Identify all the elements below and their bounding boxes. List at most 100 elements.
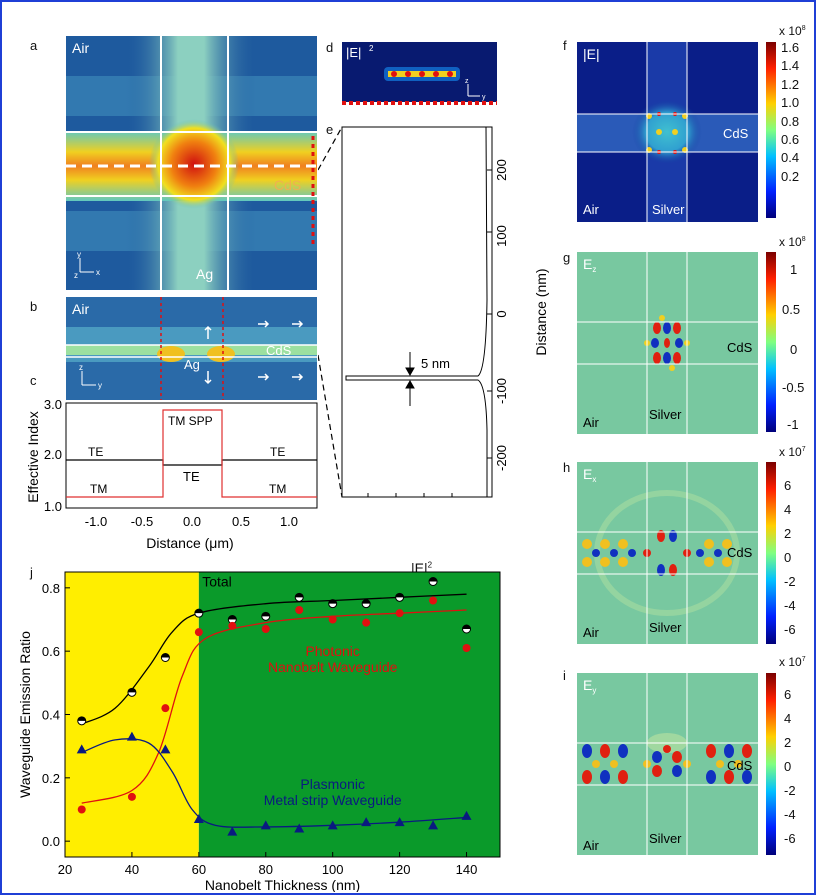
panel-g-letter: g [563,250,571,265]
svg-text:z: z [465,78,469,85]
panel-f-letter: f [563,38,567,53]
chart-region-1 [198,572,500,857]
svg-text:2: 2 [369,44,374,53]
data-point-series-1 [429,596,438,605]
panel-f-fieldmap: |E| Air Silver CdS [577,42,758,222]
panel-b-fieldmap: Air CdS Ag z y [66,297,317,400]
panel-a-fieldmap: Air CdS Ag y x z [66,36,317,290]
x-tick-label: 40 [125,862,139,877]
data-point-series-1 [462,644,471,652]
data-point-series-0-fill [228,615,237,620]
panel-i-air: Air [583,838,600,853]
data-point-series-2 [193,814,204,823]
panel-d-title: |E| [346,45,361,60]
svg-text:z: z [74,271,78,280]
panel-i-fieldmap: Ey Air Silver CdS [577,673,758,855]
c-xtick-0: 0.0 [183,514,201,529]
data-point-series-2 [260,820,271,830]
x-tick-label: 100 [322,862,344,877]
e-ytick-0: 0 [494,310,509,317]
h-cb-exp: x 107 [779,445,806,459]
panel-f-title: |E| [583,46,600,62]
panel-g-title: Ez [583,256,596,274]
c-xtick-05: 0.5 [232,514,250,529]
g-cb-tick-n1: -1 [787,417,799,432]
chart-ylabel: Waveguide Emission Ratio [17,631,33,798]
panel-i-letter: i [563,668,566,683]
panel-e-letter: e [326,122,334,137]
panel-h-colorbar [766,462,776,644]
panel-d-letter: d [326,40,334,55]
panel-f-colorbar [766,42,776,218]
annotation-plasmonic-2: Metal strip Waveguide [264,792,402,808]
panel-i-title: Ey [583,677,596,695]
te-curve [66,459,317,466]
g-cb-exp: x 108 [779,235,806,249]
tm-curve [66,409,317,498]
svg-text:y: y [98,381,102,390]
panel-b-axes-icon: z y [79,363,102,390]
e-ytick-200: 200 [494,159,509,181]
annotation-total: Total [202,573,232,589]
panel-h-air: Air [583,625,600,640]
panel-a-air: Air [72,40,89,56]
c-xtick-1: 1.0 [280,514,298,529]
panel-b-air: Air [72,301,89,317]
data-point-series-2 [160,744,171,754]
data-point-series-0-fill [295,593,304,598]
data-point-series-2 [461,810,472,820]
data-point-series-2 [294,823,305,833]
c-ytick-1: 1.0 [44,499,62,514]
panel-g-fieldmap: Ez Air Silver CdS [577,252,758,434]
panel-h-fieldmap: Ex Air Silver CdS [577,462,758,644]
panel-i-colorbar [766,673,776,855]
annotation-photonic-1: Photonic [305,643,359,659]
e-annotation: 5 nm [421,356,450,371]
svg-text:y: y [482,94,486,101]
panel-a-cds: CdS [274,177,301,193]
c-xtick-n05: -0.5 [131,514,153,529]
label-tm-right: TM [269,482,286,496]
g-cb-tick-1: 1 [790,262,798,277]
chart-xlabel: Nanobelt Thickness (nm) [205,877,360,892]
data-point-series-1 [228,621,237,630]
svg-text:y: y [77,250,81,259]
chart-region-0 [65,572,199,857]
data-point-series-1 [194,628,203,637]
data-point-series-2 [76,744,87,754]
x-tick-label: 60 [192,862,206,877]
panel-b-cds: CdS [266,343,292,358]
i-cb-exp: x 107 [779,655,806,669]
x-tick-label: 120 [389,862,411,877]
panel-h-cds: CdS [727,545,753,560]
zoom-dash-top [318,126,343,171]
label-te-center: TE [183,469,200,484]
panel-g-silver: Silver [649,407,682,422]
panel-f-cds: CdS [723,126,749,141]
data-point-series-2 [361,817,372,827]
e-ylabel: Distance (nm) [533,268,549,355]
panel-b-arrows [204,320,304,385]
data-point-series-2 [394,817,405,827]
data-point-series-0-fill [194,609,203,614]
label-tm-left: TM [90,482,107,496]
panel-f-air: Air [583,202,600,217]
data-point-series-1 [161,704,170,713]
data-point-series-0-fill [261,612,270,617]
data-point-series-0-fill [429,577,438,582]
e-gap-arrows [405,352,415,406]
g-cb-tick-0: 0 [790,342,798,357]
panel-i-cds: CdS [727,758,753,773]
panel-g-air: Air [583,415,600,430]
y-tick-label: 0.0 [42,834,60,849]
label-te-left: TE [88,445,103,459]
label-tm-spp: TM SPP [168,414,213,428]
panel-a-letter: a [30,38,38,53]
panel-c-letter: c [30,373,37,388]
g-cb-tick-05: 0.5 [782,302,801,317]
data-point-series-1 [127,792,136,801]
data-point-series-2 [227,826,238,836]
annotation-photonic-2: Nanobelt Waveguide [268,659,398,675]
y-tick-label: 0.2 [42,771,60,786]
